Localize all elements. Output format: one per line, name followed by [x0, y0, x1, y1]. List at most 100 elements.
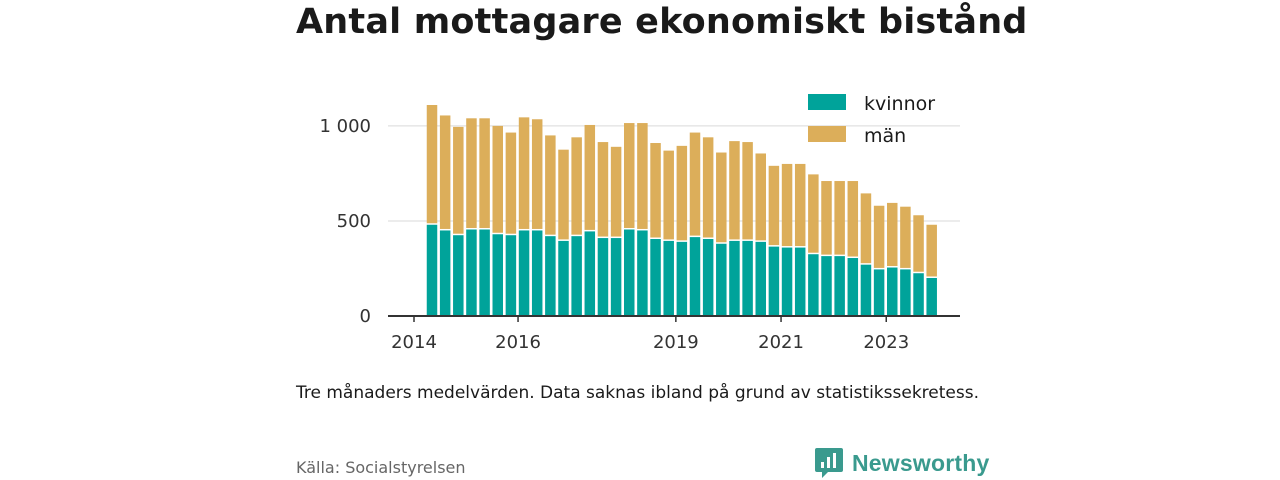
bar-man [900, 206, 911, 268]
bar-man [492, 125, 503, 233]
bar-kvinnor [439, 230, 451, 316]
bar-kvinnor [650, 239, 661, 316]
bar-man [873, 205, 885, 268]
x-tick-label: 2021 [758, 332, 804, 353]
bar-kvinnor [887, 267, 898, 316]
bar-man [755, 153, 766, 241]
bar-kvinnor [558, 240, 569, 316]
bar-kvinnor [610, 238, 622, 316]
chart-note: Tre månaders medelvärden. Data saknas ib… [296, 383, 979, 403]
x-tick-label: 2014 [391, 332, 437, 353]
bar-kvinnor [768, 246, 780, 316]
bar-man [466, 118, 477, 229]
bar-kvinnor [676, 241, 688, 316]
stacked-bar-chart: 0 500 1 000 2014 2016 2019 2021 2023 kvinnor män [319, 93, 960, 353]
bar-man [571, 137, 582, 235]
legend-swatch-kvinnor [808, 94, 846, 110]
bar-man [426, 105, 438, 224]
bar-kvinnor [426, 224, 438, 316]
chart-title: Antal mottagare ekonomiskt bistånd [296, 2, 1028, 42]
bar-kvinnor [900, 269, 911, 316]
y-tick-label: 0 [360, 306, 371, 327]
source-label: Källa: Socialstyrelsen [296, 458, 466, 477]
legend: kvinnor män [808, 93, 935, 147]
bar-man [676, 145, 688, 241]
bar-kvinnor [545, 236, 556, 316]
x-tick-label: 2023 [863, 332, 909, 353]
bar-kvinnor [913, 273, 924, 316]
bar-man [821, 181, 832, 255]
bar-man [808, 174, 819, 253]
bar-kvinnor [663, 240, 674, 316]
bar-man [624, 123, 635, 229]
bar-man [518, 117, 530, 229]
bar-kvinnor [794, 247, 806, 316]
bar-kvinnor [584, 231, 596, 316]
bar-man [860, 193, 872, 264]
bar-kvinnor [505, 235, 517, 316]
brand-name: Newsworthy [852, 449, 990, 476]
bar-man [637, 123, 648, 229]
bar-man [439, 115, 451, 229]
legend-label-kvinnor: kvinnor [864, 93, 935, 115]
bar-kvinnor [479, 229, 490, 316]
bar-man [834, 181, 845, 255]
bar-kvinnor [821, 256, 832, 316]
bar-kvinnor [531, 230, 543, 316]
newsworthy-logo: Newsworthy [814, 446, 989, 480]
bar-man [531, 119, 543, 229]
bar-man [597, 142, 609, 237]
bar-kvinnor [702, 239, 714, 316]
bar-kvinnor [597, 238, 609, 316]
bar-kvinnor [926, 277, 937, 316]
x-tick-label: 2019 [653, 332, 699, 353]
bar-man [887, 202, 898, 267]
bar-man [913, 215, 924, 272]
bar-kvinnor [492, 234, 503, 316]
bar-man [479, 118, 490, 229]
bar-kvinnor [834, 256, 845, 316]
bar-man [558, 149, 569, 240]
bar-man [610, 146, 622, 237]
bar-kvinnor [453, 235, 464, 316]
bar-man [781, 163, 793, 247]
bar-man [794, 163, 806, 247]
bar-man [768, 165, 780, 246]
bar-kvinnor [466, 229, 477, 316]
bar-man [926, 224, 937, 277]
bar-man [453, 126, 464, 234]
bar-kvinnor [860, 264, 872, 316]
bar-man [729, 141, 740, 240]
legend-swatch-man [808, 126, 846, 142]
bar-kvinnor [689, 237, 701, 316]
bar-kvinnor [755, 241, 766, 316]
newsworthy-logo-icon [815, 448, 843, 478]
bar-kvinnor [624, 229, 635, 316]
bar-man [545, 135, 556, 235]
bar-kvinnor [716, 243, 727, 316]
bar-man [663, 150, 674, 240]
bar-man [716, 152, 727, 243]
bar-kvinnor [847, 258, 859, 316]
y-tick-label: 500 [337, 211, 371, 232]
bar-man [650, 143, 661, 238]
axes: 0 500 1 000 2014 2016 2019 2021 2023 [319, 116, 960, 353]
bars [426, 105, 937, 316]
bar-kvinnor [571, 236, 582, 316]
bar-man [742, 142, 753, 240]
x-tick-label: 2016 [495, 332, 541, 353]
bar-kvinnor [781, 247, 793, 316]
bar-man [505, 132, 517, 234]
legend-label-man: män [864, 125, 906, 147]
bar-man [584, 124, 596, 230]
bar-kvinnor [742, 240, 753, 316]
bar-kvinnor [808, 254, 819, 316]
y-tick-label: 1 000 [319, 116, 371, 137]
bar-kvinnor [729, 240, 740, 316]
bar-kvinnor [637, 230, 648, 316]
bar-man [847, 181, 859, 257]
bar-kvinnor [518, 230, 530, 316]
bar-kvinnor [873, 269, 885, 316]
bar-man [702, 137, 714, 238]
bar-man [689, 132, 701, 236]
